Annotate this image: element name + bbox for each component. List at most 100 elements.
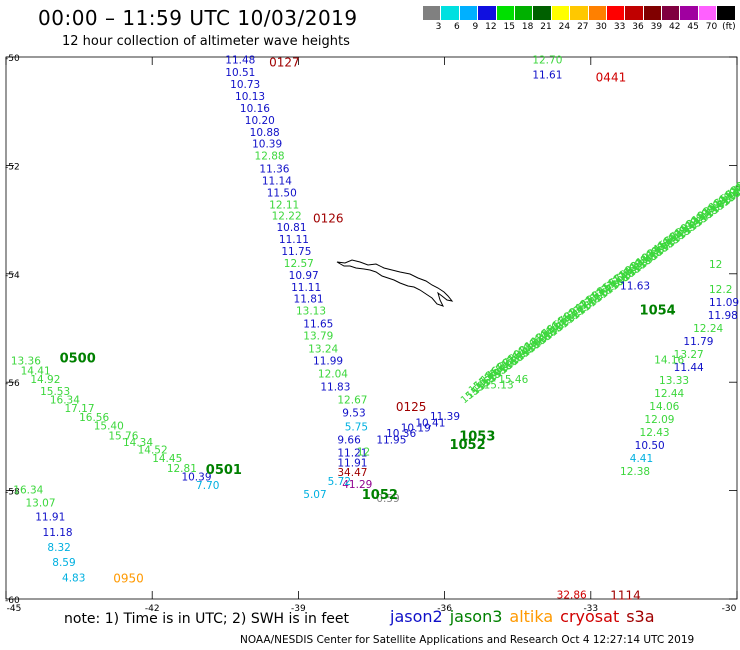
footer-note: note: 1) Time is in UTC; 2) SWH is in fe… xyxy=(64,611,350,627)
wave-height-value: 13.24 xyxy=(308,344,338,356)
wave-height-value: 5.75 xyxy=(345,422,368,434)
wave-height-value: 10.41 xyxy=(415,417,445,429)
color-swatch xyxy=(625,6,644,20)
legend-s3a: s3a xyxy=(626,607,655,626)
lon-label: -42 xyxy=(145,604,160,614)
wave-height-value: 12.22 xyxy=(272,210,302,222)
wave-height-value: 11.81 xyxy=(294,294,324,306)
wave-height-value: 12.04 xyxy=(318,369,348,381)
color-tick-label: 39 xyxy=(650,22,663,32)
wave-height-value: 11.14 xyxy=(262,176,292,188)
pass-time-labels: 0127044101260125050005011052105210531054… xyxy=(60,55,676,602)
color-tick-label: 21 xyxy=(540,22,552,32)
color-swatch xyxy=(514,6,534,20)
wave-height-value: 12.09 xyxy=(644,414,674,426)
wave-height-value: 12.2 xyxy=(709,284,732,296)
lat-label: -54 xyxy=(5,271,20,281)
island-outline xyxy=(336,259,454,307)
wave-height-value: 16.34 xyxy=(50,395,80,407)
lon-label: -33 xyxy=(583,604,598,614)
legend-jason2: jason2 xyxy=(390,607,443,626)
color-tick-label: 30 xyxy=(595,22,607,32)
wave-height-value: 14.06 xyxy=(649,401,679,413)
wave-height-value: 11.63 xyxy=(620,281,650,293)
wave-height-value: 11.75 xyxy=(281,246,311,258)
color-scale-bar xyxy=(423,6,736,20)
wave-height-value: 11.91 xyxy=(35,512,65,524)
wave-height-value: 10.88 xyxy=(250,127,280,139)
satellite-legend: jason2 jason3 altika cryosat s3a xyxy=(390,607,662,626)
wave-height-value: 7.70 xyxy=(196,480,219,492)
color-tick-label: 3 xyxy=(435,22,442,32)
color-tick-label: 45 xyxy=(687,22,699,32)
wave-height-value: 13.33 xyxy=(659,375,689,387)
lon-label: -36 xyxy=(437,604,452,614)
color-swatch xyxy=(496,6,515,20)
wave-height-value: 13.27 xyxy=(674,349,704,361)
color-swatch xyxy=(478,6,497,20)
color-swatch xyxy=(662,6,681,20)
wave-height-value: 11.98 xyxy=(708,310,738,322)
wave-height-value: 11.36 xyxy=(259,164,289,176)
wave-height-value: 4.41 xyxy=(630,453,653,465)
wave-height-value: 9.66 xyxy=(337,435,361,447)
color-swatch xyxy=(533,6,552,20)
pass-time-label: 0950 xyxy=(113,571,144,585)
wave-height-value: 12.44 xyxy=(654,388,684,400)
pass-time-label: 0127 xyxy=(269,55,300,69)
wave-height-value: 15.76 xyxy=(108,430,138,442)
pass-time-label: 1052 xyxy=(449,438,485,453)
lat-label: -58 xyxy=(5,488,20,498)
chart-subtitle: 12 hour collection of altimeter wave hei… xyxy=(62,34,350,49)
wave-height-value: 12.67 xyxy=(337,395,367,407)
wave-height-value: 9.53 xyxy=(342,408,365,420)
wave-height-value: 11.11 xyxy=(279,234,309,246)
wave-height-value: 17.17 xyxy=(64,403,94,415)
wave-height-value: 12.43 xyxy=(640,427,670,439)
wave-height-values: 11.4810.5110.7310.1310.1610.2010.8810.39… xyxy=(11,55,739,602)
wave-height-value: 14.45 xyxy=(152,453,182,465)
wave-height-value: 15.13 xyxy=(484,379,514,391)
wave-height-value: 5.72 xyxy=(328,476,351,488)
lat-label: -50 xyxy=(5,54,20,64)
wave-height-value: 15.53 xyxy=(40,386,70,398)
wave-height-value: 8.32 xyxy=(47,542,70,554)
wave-height-value: 16.34 xyxy=(13,485,43,497)
lon-label: -39 xyxy=(291,604,306,614)
wave-height-value: 13.13 xyxy=(296,306,326,318)
wave-height-value: 12 xyxy=(357,447,370,459)
wave-height-value: 13.79 xyxy=(303,331,333,343)
wave-height-value: 14.16 xyxy=(654,354,684,366)
wave-height-value: 15.46 xyxy=(498,374,528,386)
wave-height-value: 14.52 xyxy=(138,444,168,456)
pass-time-label: 0125 xyxy=(396,400,427,414)
wave-height-value: 12.81 xyxy=(167,463,197,475)
color-tick-label: 18 xyxy=(521,22,534,32)
pass-time-label: 0441 xyxy=(596,71,627,85)
color-swatch xyxy=(459,6,479,20)
wave-height-value: 11.18 xyxy=(43,527,73,539)
wave-height-value: 11.11 xyxy=(291,282,321,294)
color-tick-label: 24 xyxy=(558,22,571,32)
color-tick-label: 12 xyxy=(485,22,497,32)
wave-height-value: 11.21 xyxy=(337,448,367,460)
color-scale-ticks: 3 6 9 12 15 18 21 24 27 30 33 36 39 42 45 70 (ft) xyxy=(423,22,736,32)
wave-height-value: 15.40 xyxy=(94,421,124,433)
wave-height-value: 32.86 xyxy=(557,590,587,602)
color-swatch xyxy=(441,6,460,20)
color-tick-label: 27 xyxy=(577,22,589,32)
wave-height-value: 12.38 xyxy=(620,466,650,478)
wave-height-value: 12.70 xyxy=(532,55,562,67)
wave-height-value: 12 xyxy=(709,259,722,271)
wave-height-value: 10.39 xyxy=(181,472,211,484)
lat-label: -60 xyxy=(5,596,20,606)
south-georgia-coastline xyxy=(336,259,454,307)
pass-time-label: 0500 xyxy=(60,351,96,366)
color-tick-label: 6 xyxy=(454,22,460,32)
wave-height-value: 10.73 xyxy=(230,79,260,91)
wave-height-value: 10.16 xyxy=(240,103,270,115)
pass-time-label: 0126 xyxy=(313,211,344,225)
wave-height-value: 14.41 xyxy=(21,365,51,377)
lat-label: -56 xyxy=(5,379,20,389)
